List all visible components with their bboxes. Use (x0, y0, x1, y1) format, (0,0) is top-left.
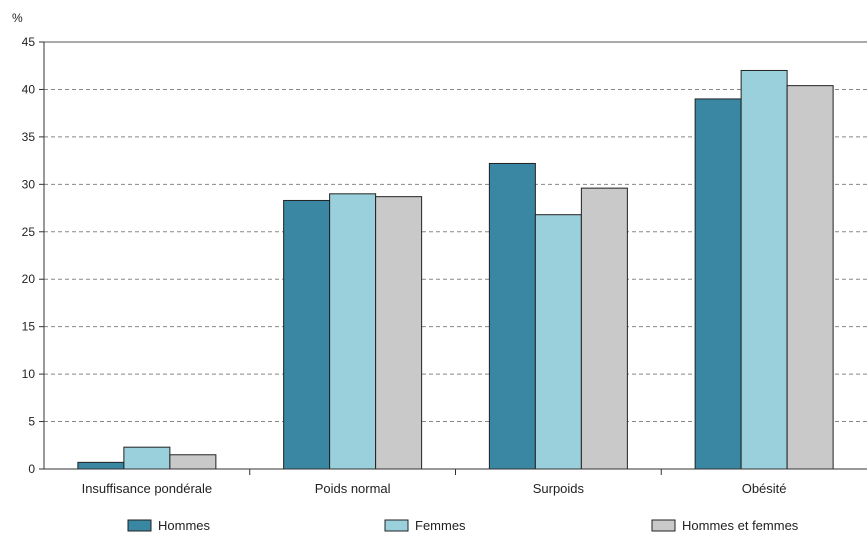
grid-layer (44, 41, 867, 423)
bar-femmes-0 (123, 446, 171, 470)
bar-hommes-et-femmes-0 (169, 454, 217, 470)
x-category-label-2: Surpoids (533, 481, 585, 496)
bar-hommes-0 (77, 461, 125, 470)
x-category-label-1: Poids normal (315, 481, 391, 496)
bar-femmes-3 (740, 69, 788, 470)
legend-swatch-1 (384, 519, 409, 532)
y-tick-label-25: 25 (22, 225, 36, 239)
y-axis-unit-label: % (12, 11, 23, 25)
y-tick-label-15: 15 (22, 320, 36, 334)
bars-layer (77, 69, 834, 470)
y-tick-label-30: 30 (22, 177, 36, 191)
bar-hommes-et-femmes-2 (580, 187, 628, 470)
y-tick-label-40: 40 (22, 82, 36, 96)
legend-swatch-2 (651, 519, 676, 532)
bar-femmes-2 (534, 214, 582, 470)
y-tick-label-20: 20 (22, 272, 36, 286)
y-tick-label-0: 0 (28, 462, 35, 476)
bar-hommes-3 (694, 98, 742, 470)
y-tick-label-5: 5 (28, 415, 35, 429)
y-tick-label-35: 35 (22, 130, 36, 144)
legend: Hommes Femmes Hommes et femmes (127, 518, 799, 533)
legend-label-0: Hommes (158, 518, 211, 533)
legend-label-1: Femmes (415, 518, 466, 533)
y-tick-label-45: 45 (22, 35, 36, 49)
bar-hommes-2 (488, 162, 536, 470)
legend-swatch-0 (127, 519, 152, 532)
x-category-label-0: Insuffisance pondérale (82, 481, 213, 496)
bar-hommes-1 (283, 199, 331, 470)
bar-femmes-1 (329, 193, 377, 470)
legend-label-2: Hommes et femmes (682, 518, 799, 533)
bar-hommes-et-femmes-3 (786, 85, 834, 470)
x-category-label-3: Obésité (742, 481, 787, 496)
bar-hommes-et-femmes-1 (375, 196, 423, 470)
y-tick-label-10: 10 (22, 367, 36, 381)
axes-layer: 0 5 10 15 20 25 30 35 40 45 Insuffisance pondérale… (22, 35, 867, 496)
